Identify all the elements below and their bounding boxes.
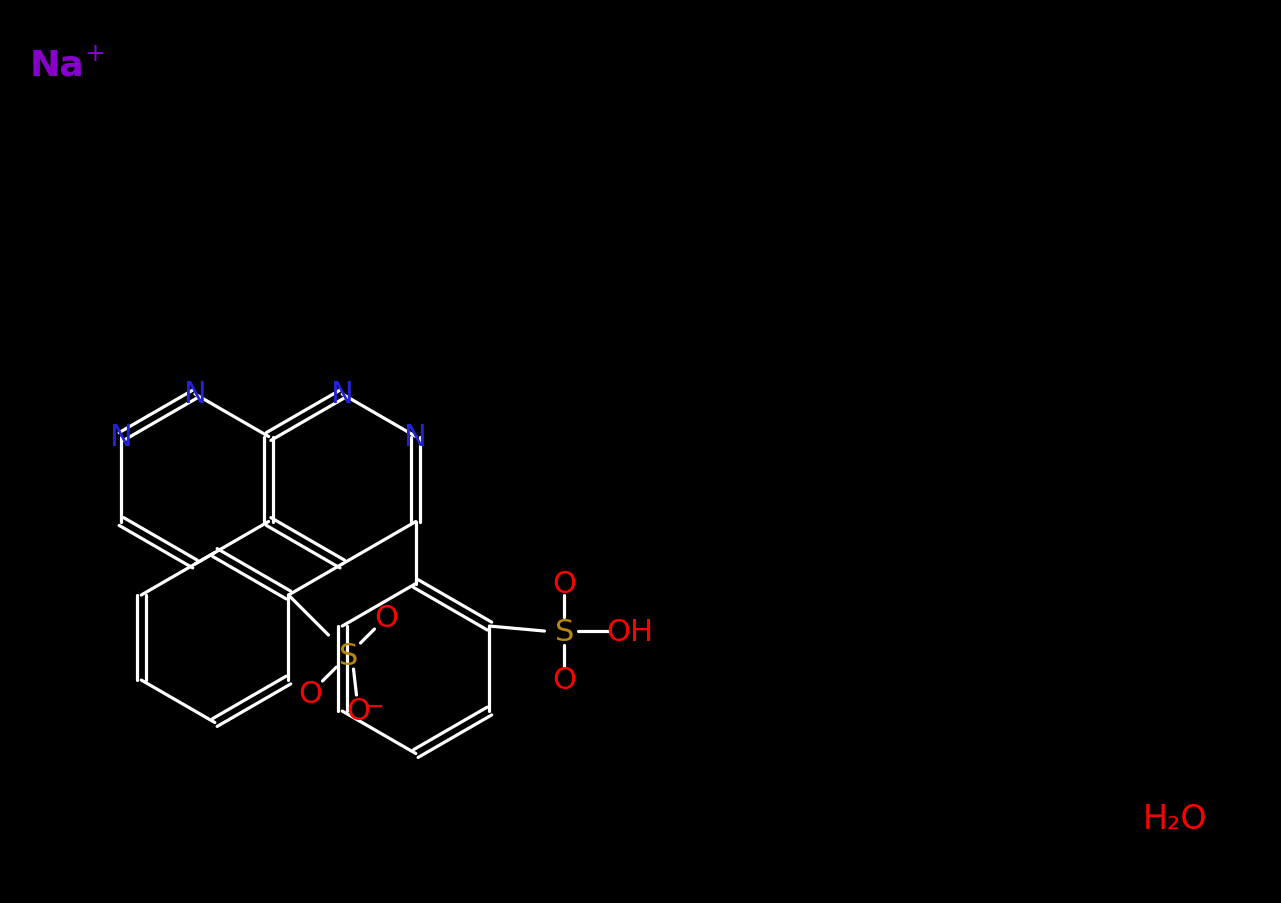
Text: N: N bbox=[405, 423, 427, 452]
Text: N: N bbox=[183, 380, 206, 409]
Text: OH: OH bbox=[606, 617, 653, 646]
Text: S: S bbox=[555, 617, 574, 646]
Text: −: − bbox=[365, 696, 384, 716]
Text: H₂O: H₂O bbox=[1143, 803, 1207, 835]
Text: N: N bbox=[330, 380, 354, 409]
Text: +: + bbox=[85, 42, 105, 66]
Text: O: O bbox=[374, 603, 398, 632]
Text: O: O bbox=[552, 665, 576, 694]
Text: O: O bbox=[346, 695, 370, 725]
Text: O: O bbox=[552, 569, 576, 598]
Text: Na: Na bbox=[29, 48, 85, 82]
Text: S: S bbox=[338, 641, 359, 670]
Text: N: N bbox=[110, 423, 133, 452]
Text: O: O bbox=[298, 679, 323, 708]
